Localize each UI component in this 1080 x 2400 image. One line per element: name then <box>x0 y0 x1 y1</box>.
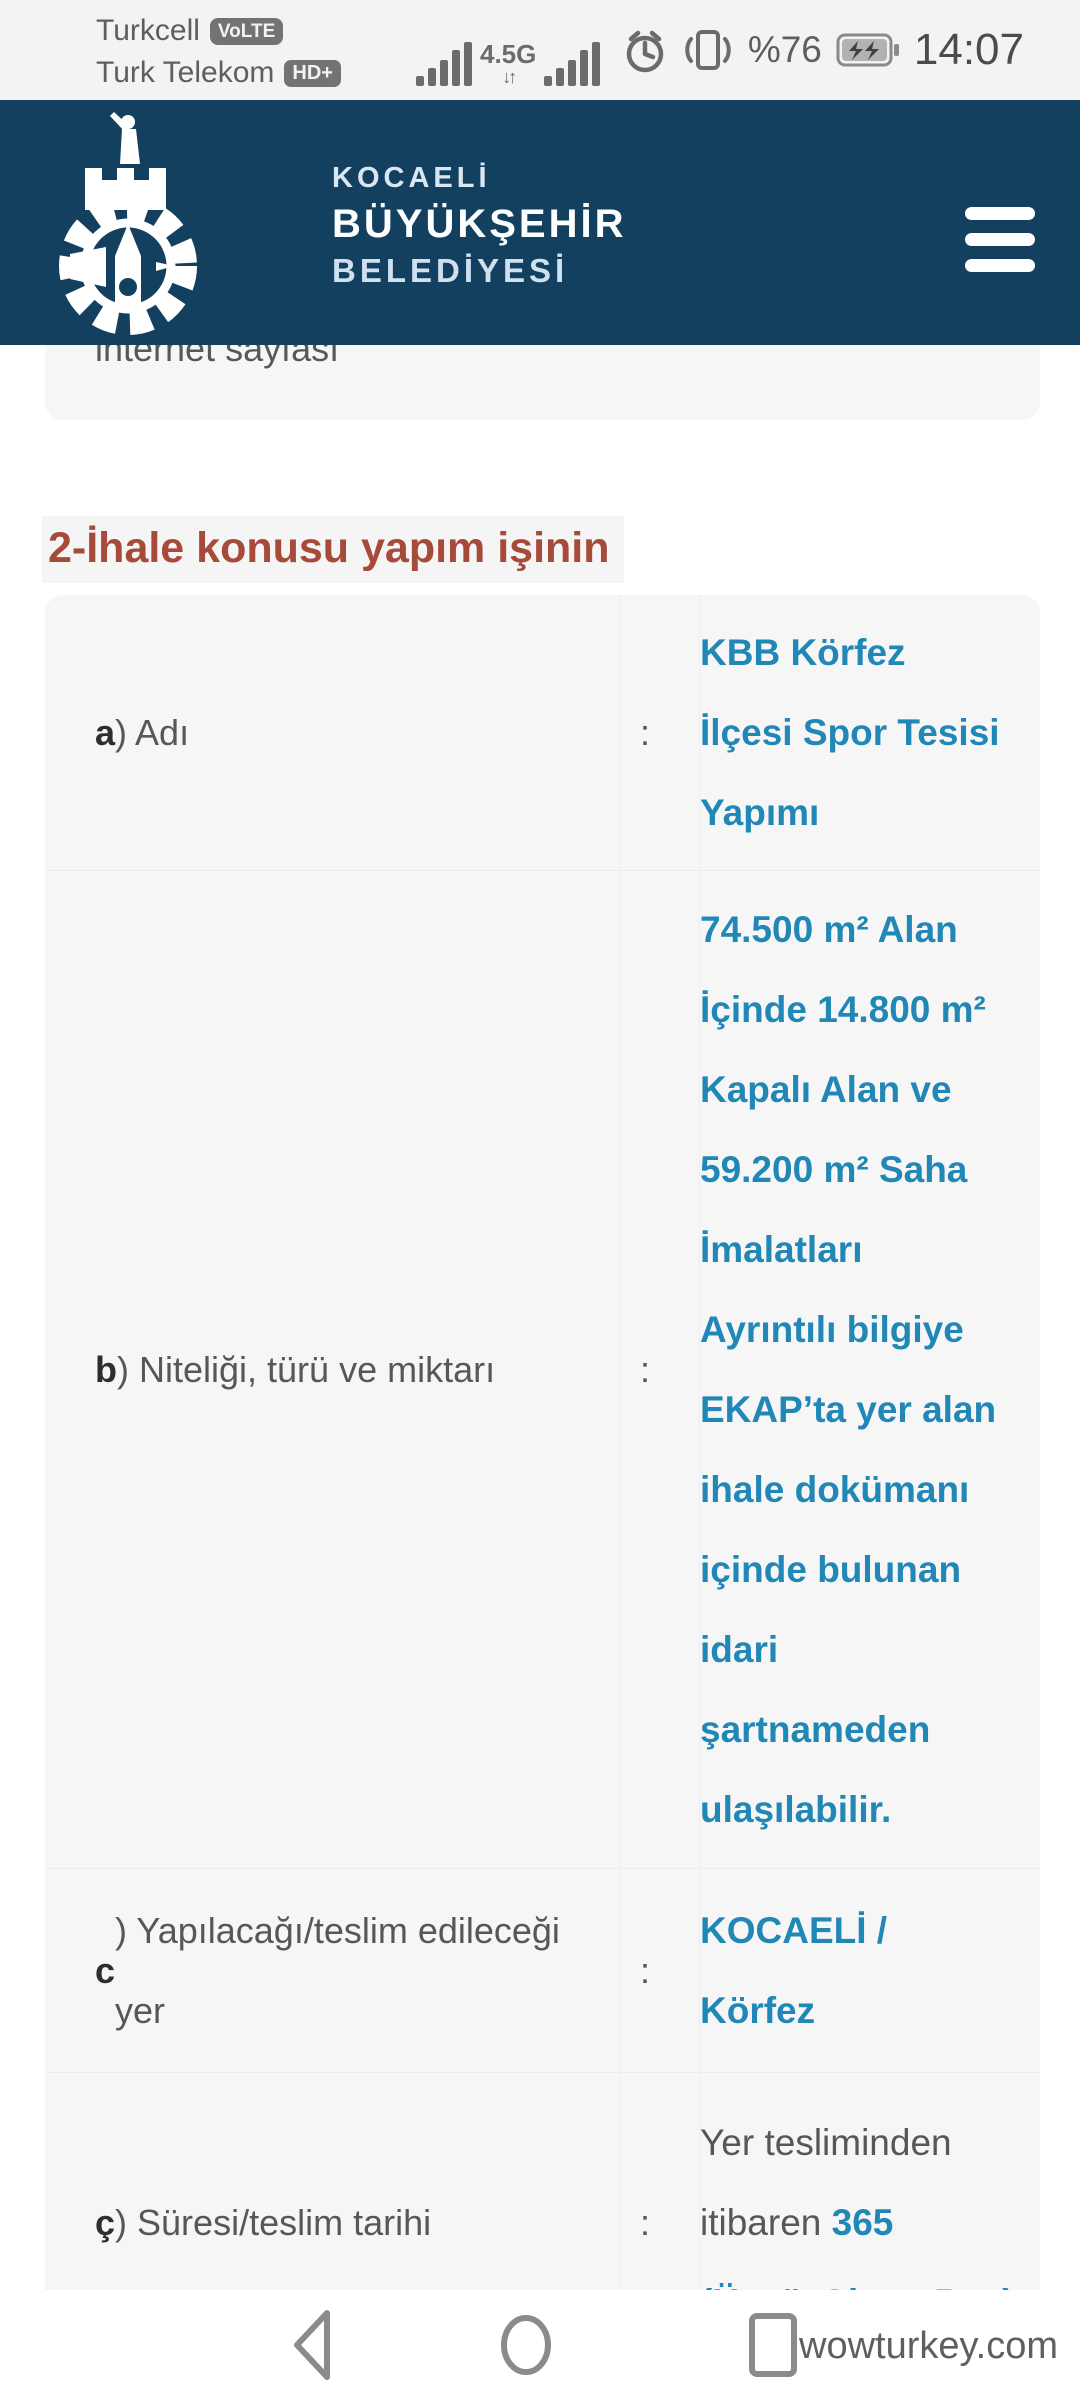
hamburger-menu-icon[interactable] <box>965 207 1035 273</box>
battery-charging-icon <box>836 33 899 67</box>
row-label: a) Adı <box>45 595 620 870</box>
row-separator: : <box>620 595 700 870</box>
signal-block: 4.5G ↓↑ <box>416 40 601 86</box>
table-row: a) Adı: KBB Körfez İlçesi Spor Tesisi Yap… <box>45 595 1040 870</box>
row-label: c) Yapılacağı/teslim edileceği yer <box>45 1869 620 2072</box>
hd-badge: HD+ <box>284 59 341 87</box>
row-value: 74.500 m² Alan İçinde 14.800 m² Kapalı A… <box>700 871 1040 1868</box>
logo-text: KOCAELİ BÜYÜKŞEHİR BELEDİYESİ <box>332 162 626 290</box>
row-label: b) Niteliği, türü ve miktarı <box>45 871 620 1868</box>
alarm-icon <box>626 30 664 73</box>
row-label: ç) Süresi/teslim tarihi <box>45 2073 620 2372</box>
app-header: KOCAELİ BÜYÜKŞEHİR BELEDİYESİ <box>0 100 1080 345</box>
row-value-segment: KOCAELİ / Körfez <box>700 1909 888 2031</box>
row-value-segment: 365 <box>831 2201 894 2243</box>
logo-line3: BELEDİYESİ <box>332 252 569 289</box>
row-value: KBB Körfez İlçesi Spor Tesisi Yapımı <box>700 595 1040 870</box>
carrier1-label: Turkcell <box>96 14 200 47</box>
volte-badge: VoLTE <box>209 17 284 45</box>
row-value-segment: Yer tesliminden itibaren <box>700 2121 952 2243</box>
ihale-table: a) Adı: KBB Körfez İlçesi Spor Tesisi Yap… <box>45 595 1040 2375</box>
carrier2-label: Turk Telekom <box>96 56 275 89</box>
data-activity-arrows-icon: ↓↑ <box>502 67 517 87</box>
home-icon[interactable] <box>496 2305 556 2385</box>
network-type: 4.5G ↓↑ <box>480 41 536 86</box>
logo-line2: BÜYÜKŞEHİR <box>332 202 627 246</box>
section-heading: 2-İhale konusu yapım işinin <box>42 516 624 583</box>
row-value-segment: 74.500 m² Alan İçinde 14.800 m² Kapalı A… <box>700 908 997 1830</box>
municipality-logo[interactable] <box>40 106 215 344</box>
row-value-segment: KBB Körfez İlçesi Spor Tesisi Yapımı <box>700 631 1000 833</box>
row-separator: : <box>620 2073 700 2372</box>
row-separator: : <box>620 871 700 1868</box>
row-separator: : <box>620 1869 700 2072</box>
vibrate-icon <box>685 30 731 70</box>
table-row: c) Yapılacağı/teslim edileceği yer: KOCAE… <box>45 1868 1040 2072</box>
clock-time: 14:07 <box>913 25 1024 74</box>
network-type-label: 4.5G <box>480 39 537 69</box>
android-nav-bar: wowturkey.com <box>0 2290 1080 2400</box>
signal-bars-sim2-icon <box>544 42 601 86</box>
back-icon[interactable] <box>283 2305 343 2385</box>
battery-percent: %76 <box>747 29 822 70</box>
watermark-text: wowturkey.com <box>799 2325 1059 2367</box>
signal-bars-sim1-icon <box>416 42 472 86</box>
status-bar: Turkcell VoLTE Turk Telekom HD+ 4.5G ↓↑ <box>0 0 1080 100</box>
gear-tower-logo-icon <box>59 112 197 335</box>
table-row: b) Niteliği, türü ve miktarı:74.500 m² A… <box>45 870 1040 1868</box>
row-value: KOCAELİ / Körfez <box>700 1869 1040 2072</box>
logo-line1: KOCAELİ <box>332 162 491 194</box>
status-right: %76 14:07 <box>622 0 1024 100</box>
recents-icon[interactable] <box>745 2305 801 2385</box>
carrier-block: Turkcell VoLTE Turk Telekom HD+ <box>96 10 341 94</box>
